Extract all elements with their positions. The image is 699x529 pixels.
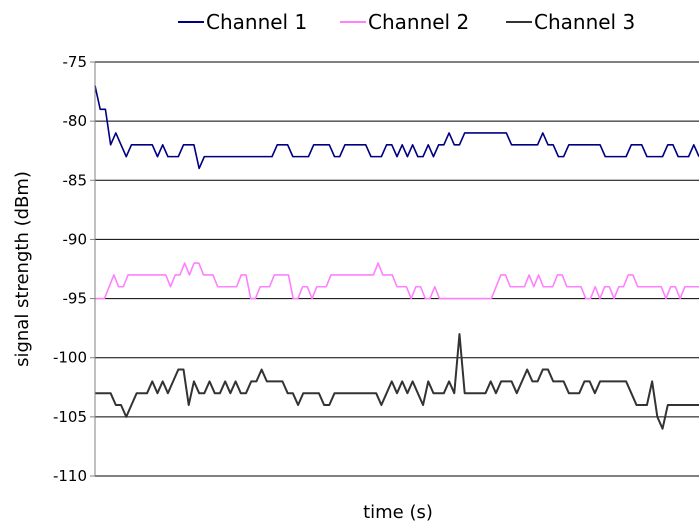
y-tick-label: -110	[53, 467, 87, 485]
legend: Channel 1 Channel 2 Channel 3	[178, 10, 635, 34]
y-tick-label: -85	[63, 171, 88, 189]
y-tick-label: -80	[63, 112, 88, 130]
x-axis-label: time (s)	[363, 502, 433, 523]
series-line-channel-1	[94, 85, 699, 170]
series-layer	[94, 85, 699, 430]
y-tick-label: -75	[63, 53, 88, 71]
y-tick-label: -95	[63, 290, 88, 308]
y-axis-ticks: -75 -80 -85 -90 -95 -100 -105 -110	[53, 53, 95, 485]
series-line-channel-3	[95, 333, 699, 430]
y-tick-label: -90	[63, 230, 88, 248]
legend-label: Channel 3	[534, 10, 635, 34]
legend-label: Channel 2	[368, 10, 469, 34]
series-line-channel-2	[95, 262, 699, 300]
y-axis-label: signal strength (dBm)	[12, 171, 33, 367]
legend-label: Channel 1	[206, 10, 307, 34]
gridlines	[95, 61, 699, 477]
y-tick-label: -100	[53, 349, 87, 367]
y-tick-label: -105	[53, 408, 87, 426]
